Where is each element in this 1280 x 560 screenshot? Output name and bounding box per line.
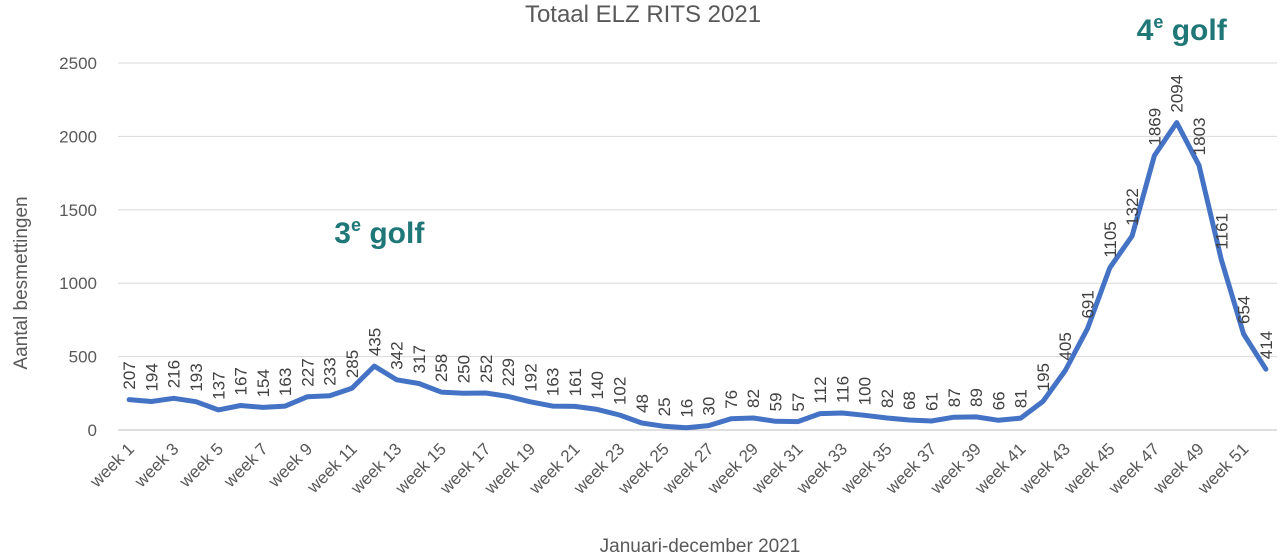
data-label: 1322 [1123, 188, 1142, 226]
data-label: 258 [432, 354, 451, 382]
data-label: 252 [477, 355, 496, 383]
x-axis-title: Januari-december 2021 [600, 536, 801, 557]
data-label: 82 [878, 389, 897, 408]
data-label: 76 [722, 390, 741, 409]
data-label: 192 [521, 363, 540, 391]
y-tick-label: 2000 [59, 127, 97, 146]
data-label: 195 [1034, 363, 1053, 391]
data-label: 342 [388, 341, 407, 369]
data-label: 229 [499, 358, 518, 386]
series-line-path [126, 120, 1269, 431]
gridlines [118, 62, 1277, 431]
wave-annotation: 3e golf [334, 215, 425, 250]
data-label: 654 [1235, 296, 1254, 324]
data-label: 193 [187, 363, 206, 391]
data-label: 68 [900, 391, 919, 410]
data-label: 154 [254, 369, 273, 397]
y-axis-ticks: 0 500 1000 1500 2000 2500 [59, 54, 97, 440]
y-tick-label: 500 [69, 348, 97, 367]
data-label: 691 [1079, 290, 1098, 318]
data-label: 163 [544, 368, 563, 396]
x-tick-label: week 5 [175, 439, 227, 491]
data-label: 1803 [1190, 117, 1209, 155]
data-label: 317 [410, 345, 429, 373]
data-label: 194 [142, 363, 161, 391]
series-line [126, 120, 1269, 431]
y-tick-label: 1500 [59, 201, 97, 220]
data-label: 102 [610, 377, 629, 405]
x-tick-label: week 1 [86, 439, 138, 491]
x-tick-label: week 7 [219, 439, 271, 491]
data-label: 1869 [1145, 108, 1164, 146]
data-label: 227 [298, 358, 317, 386]
data-label: 163 [276, 368, 295, 396]
data-label: 285 [343, 350, 362, 378]
data-label: 25 [655, 397, 674, 416]
data-label: 48 [633, 394, 652, 413]
data-label: 30 [700, 397, 719, 416]
data-label: 16 [677, 399, 696, 418]
y-tick-label: 0 [88, 421, 97, 440]
data-label: 435 [365, 328, 384, 356]
data-label: 161 [566, 368, 585, 396]
data-label: 100 [856, 377, 875, 405]
data-label: 57 [789, 393, 808, 412]
y-axis-title: Aantal besmettingen [11, 196, 32, 369]
data-label: 2094 [1168, 75, 1187, 113]
data-label: 82 [744, 389, 763, 408]
data-label: 250 [454, 355, 473, 383]
data-label: 414 [1257, 331, 1276, 359]
data-label: 233 [321, 357, 340, 385]
data-label: 405 [1056, 332, 1075, 360]
chart-title: Totaal ELZ RITS 2021 [525, 1, 761, 28]
y-tick-label: 1000 [59, 274, 97, 293]
data-label: 59 [767, 392, 786, 411]
data-label: 1161 [1212, 213, 1231, 250]
data-label: 216 [165, 360, 184, 388]
wave-annotation: 4e golf [1137, 12, 1228, 47]
data-label: 89 [967, 388, 986, 407]
data-label: 81 [1012, 389, 1031, 408]
x-tick-label: week 3 [130, 439, 182, 491]
data-label: 112 [811, 376, 830, 403]
data-label: 137 [209, 372, 228, 400]
data-label: 140 [588, 371, 607, 399]
data-label: 1105 [1101, 221, 1120, 258]
wave-annotations: 3e golf 4e golf [334, 12, 1227, 250]
data-label: 61 [923, 392, 942, 411]
data-label: 207 [120, 361, 139, 389]
data-label: 116 [833, 376, 852, 403]
y-tick-label: 2500 [59, 54, 97, 73]
data-label: 66 [989, 391, 1008, 410]
data-label: 167 [232, 367, 251, 395]
data-label: 87 [945, 388, 964, 407]
